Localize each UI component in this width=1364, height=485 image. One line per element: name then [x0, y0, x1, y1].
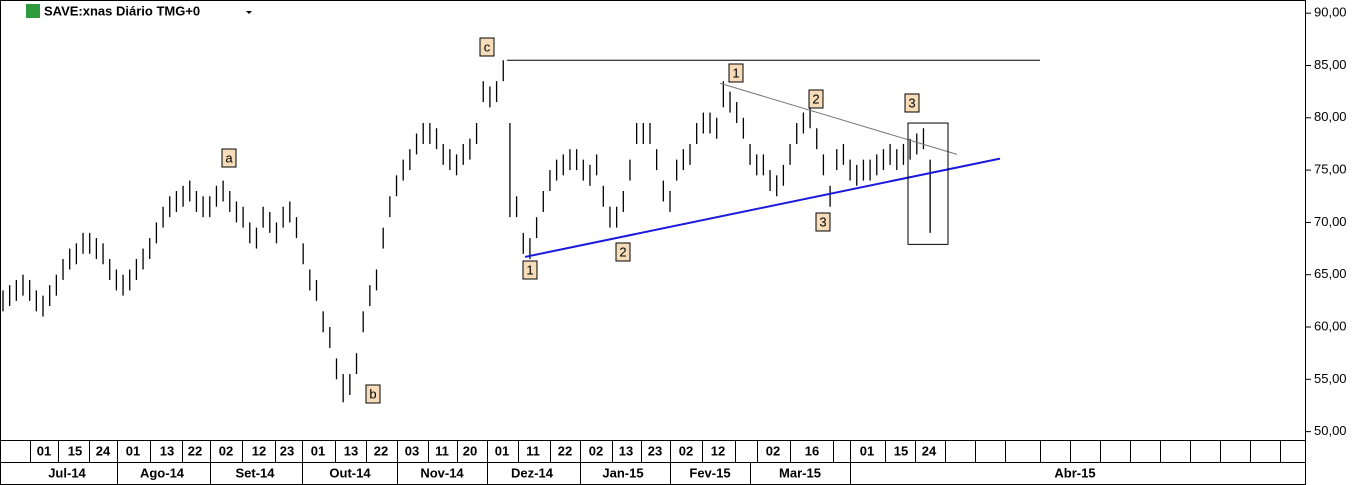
y-tick-label: 75,00: [1314, 162, 1347, 177]
month-label: Jul-14: [48, 465, 86, 480]
day-label: 01: [126, 443, 140, 458]
y-tick-label: 85,00: [1314, 57, 1347, 72]
day-label: 11: [435, 443, 449, 458]
annotation-box: [479, 37, 495, 57]
day-label: 11: [526, 443, 540, 458]
month-label: Abr-15: [1054, 465, 1095, 480]
day-label: 02: [219, 443, 233, 458]
annotation-label: 3: [908, 95, 915, 110]
annotation-box: [904, 93, 920, 113]
day-label: 20: [463, 443, 477, 458]
month-label: Set-14: [235, 465, 275, 480]
day-label: 01: [37, 443, 51, 458]
day-label: 02: [679, 443, 693, 458]
month-label: Jan-15: [602, 465, 643, 480]
annotation-box: [728, 63, 744, 83]
month-label: Fev-15: [689, 465, 730, 480]
annotation-label: c: [484, 39, 491, 54]
day-label: 01: [495, 443, 509, 458]
month-label: Ago-14: [140, 465, 185, 480]
day-label: 01: [860, 443, 874, 458]
annotation-box: [221, 148, 237, 168]
annotation-label: 2: [812, 91, 819, 106]
month-label: Out-14: [329, 465, 371, 480]
day-label: 23: [280, 443, 294, 458]
day-label: 02: [589, 443, 603, 458]
annotation-label: b: [369, 386, 376, 401]
annotation-label: 3: [819, 214, 826, 229]
annotation-box: [615, 242, 631, 262]
day-label: 13: [344, 443, 358, 458]
day-label: 24: [922, 443, 937, 458]
dropdown-arrow[interactable]: [246, 11, 252, 14]
day-label: 24: [96, 443, 111, 458]
day-label: 23: [648, 443, 662, 458]
day-label: 15: [894, 443, 908, 458]
day-label: 03: [405, 443, 419, 458]
y-tick-label: 80,00: [1314, 109, 1347, 124]
day-label: 12: [711, 443, 725, 458]
day-label: 22: [188, 443, 202, 458]
y-tick-label: 90,00: [1314, 5, 1347, 20]
symbol-icon: [26, 4, 40, 18]
annotation-box: [522, 260, 538, 280]
y-tick-label: 65,00: [1314, 266, 1347, 281]
annotation-label: 2: [619, 244, 626, 259]
chart-title: SAVE:xnas Diário TMG+0: [44, 3, 200, 18]
day-label: 01: [311, 443, 325, 458]
annotation-box: [365, 384, 381, 404]
day-label: 12: [252, 443, 266, 458]
day-label: 15: [68, 443, 82, 458]
annotation-label: 1: [526, 262, 533, 277]
day-label: 22: [374, 443, 388, 458]
annotation-box: [815, 212, 831, 232]
y-tick-label: 70,00: [1314, 214, 1347, 229]
y-tick-label: 60,00: [1314, 318, 1347, 333]
annotation-box: [808, 89, 824, 109]
month-label: Dez-14: [511, 465, 554, 480]
y-tick-label: 55,00: [1314, 371, 1347, 386]
annotation-label: a: [225, 150, 233, 165]
highlight-box: [907, 122, 949, 245]
day-label: 13: [619, 443, 633, 458]
y-tick-label: 50,00: [1314, 423, 1347, 438]
downtrend-line: [719, 82, 958, 155]
annotation-label: 1: [732, 65, 739, 80]
trendline: [524, 157, 1001, 258]
day-label: 02: [766, 443, 780, 458]
day-label: 16: [805, 443, 819, 458]
day-label: 22: [558, 443, 572, 458]
month-label: Nov-14: [420, 465, 464, 480]
day-label: 13: [160, 443, 174, 458]
month-label: Mar-15: [779, 465, 821, 480]
